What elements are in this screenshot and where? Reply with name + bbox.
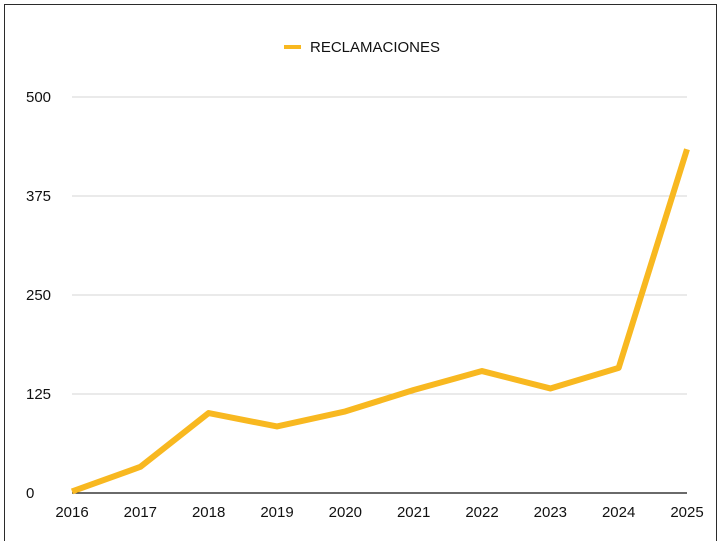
- chart-frame: [4, 4, 717, 541]
- y-tick-label: 125: [26, 386, 51, 403]
- x-tick-label: 2021: [397, 504, 430, 521]
- series-lines: [70, 148, 690, 495]
- x-tick-label: 2017: [124, 504, 157, 521]
- gridlines: [72, 96, 687, 395]
- y-tick-label: 0: [26, 485, 34, 502]
- x-tick-label: 2019: [260, 504, 293, 521]
- y-axis-ticks: 0 125 250 375 500: [26, 89, 51, 502]
- y-tick-label: 500: [26, 89, 51, 106]
- legend-label: RECLAMACIONES: [310, 39, 440, 56]
- x-tick-label: 2025: [670, 504, 703, 521]
- x-tick-label: 2022: [465, 504, 498, 521]
- legend: RECLAMACIONES: [284, 39, 440, 56]
- y-tick-label: 250: [26, 287, 51, 304]
- x-tick-label: 2016: [55, 504, 88, 521]
- x-tick-label: 2020: [329, 504, 362, 521]
- x-axis-ticks: 2016 2017 2018 2019 2020 2021 2022 2023 2024 2025: [55, 504, 703, 521]
- x-tick-label: 2023: [534, 504, 567, 521]
- y-tick-label: 375: [26, 188, 51, 205]
- x-tick-label: 2024: [602, 504, 635, 521]
- x-tick-label: 2018: [192, 504, 225, 521]
- series-line: [70, 148, 690, 495]
